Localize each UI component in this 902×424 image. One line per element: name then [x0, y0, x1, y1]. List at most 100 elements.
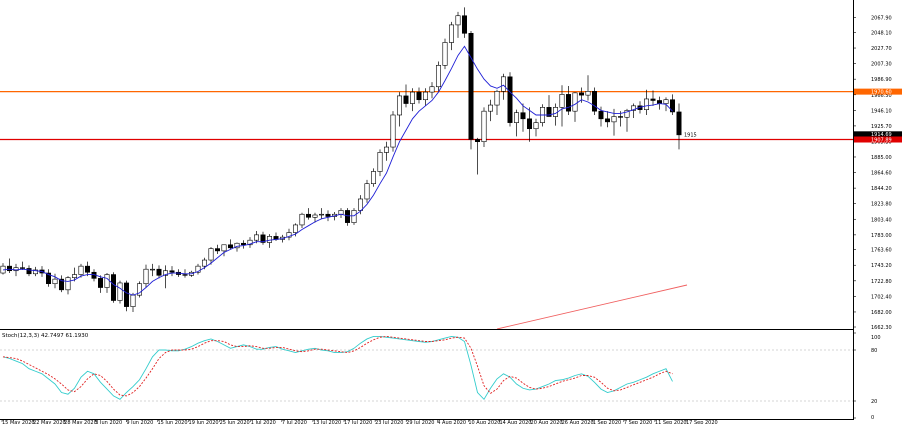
- candle: [565, 85, 571, 115]
- bear-candle-body: [403, 95, 409, 104]
- bear-candle-body: [617, 116, 623, 118]
- stochastic-tick-label: 0: [871, 415, 874, 421]
- time-tick-label: 7 Jul 2020: [282, 420, 307, 424]
- candle: [241, 240, 247, 249]
- price-tick-label: 1722.80: [871, 279, 892, 285]
- candle: [266, 234, 272, 248]
- bull-candle-body: [130, 294, 136, 307]
- candle: [520, 103, 526, 132]
- time-tick-label: 14 Aug 2020: [499, 420, 531, 424]
- bull-candle-body: [429, 86, 435, 93]
- candle: [546, 95, 552, 117]
- bull-candle-body: [72, 274, 78, 278]
- bear-candle-body: [565, 94, 571, 112]
- candle: [156, 265, 162, 279]
- candle: [52, 273, 58, 289]
- bull-candle-body: [487, 104, 493, 112]
- candle: [390, 111, 396, 152]
- time-tick-label: 22 May 2020: [33, 420, 66, 424]
- candle: [7, 258, 13, 274]
- price-tick-label: 1986.90: [871, 77, 892, 83]
- bear-candle-body: [241, 242, 247, 246]
- bear-candle-body: [526, 118, 532, 130]
- moving-average-layer: [2, 45, 673, 296]
- candle: [195, 263, 201, 275]
- bull-candle-body: [435, 65, 441, 88]
- time-tick-label: 25 Jun 2020: [220, 420, 250, 424]
- candle: [169, 266, 175, 277]
- bull-candle-body: [357, 198, 363, 211]
- candle: [377, 149, 383, 177]
- stochastic-levels: [0, 349, 853, 402]
- bull-candle-body: [351, 210, 357, 223]
- bull-candle-body: [611, 116, 617, 123]
- time-tick-label: 19 Jun 2020: [189, 420, 219, 424]
- bull-candle-body: [448, 24, 454, 43]
- candle: [299, 212, 305, 228]
- current-price-label: 1914.69: [871, 132, 892, 138]
- bear-candle-body: [58, 278, 64, 291]
- candle: [624, 108, 630, 132]
- bull-candle-body: [364, 183, 370, 200]
- time-tick-label: 4 Aug 2020: [437, 420, 466, 424]
- bull-candle-body: [286, 232, 292, 238]
- support-price-label: 1907.89: [871, 137, 892, 143]
- bear-candle-body: [228, 244, 234, 249]
- price-tick-label: 1966.50: [871, 93, 892, 99]
- candle: [344, 208, 350, 226]
- time-tick-label: 17 Jul 2020: [344, 420, 372, 424]
- bear-candle-body: [650, 98, 656, 101]
- price-tick-label: 2027.70: [871, 46, 892, 52]
- stochastic-tick-label: 20: [871, 399, 877, 405]
- bull-candle-body: [221, 244, 227, 252]
- moving-average-line: [2, 45, 673, 296]
- candle: [481, 107, 487, 148]
- bull-candle-body: [299, 213, 305, 226]
- candle: [351, 208, 357, 225]
- time-tick-label: 1 Jul 2020: [251, 420, 276, 424]
- bull-candle-body: [572, 92, 578, 112]
- stochastic-line: [2, 335, 673, 401]
- candle: [396, 92, 402, 127]
- bear-candle-body: [169, 270, 175, 273]
- bull-candle-body: [383, 146, 389, 153]
- candle: [572, 92, 578, 122]
- bear-candle-body: [656, 100, 662, 104]
- price-axis: 2067.90 2048.10 2027.70 2007.30 1986.90 1966.…: [853, 0, 902, 420]
- bull-candle-body: [13, 267, 19, 272]
- bull-candle-body: [117, 282, 123, 301]
- candle: [111, 272, 117, 303]
- bull-candle-body: [137, 283, 143, 296]
- time-tick-label: 3 Jun 2020: [95, 420, 122, 424]
- bull-candle-body: [234, 242, 240, 249]
- bear-candle-body: [325, 213, 331, 217]
- candle: [507, 72, 513, 127]
- candle: [500, 73, 506, 100]
- candle: [526, 107, 532, 142]
- candle: [403, 84, 409, 108]
- stochastic-tick-label: 80: [871, 348, 877, 354]
- candle: [32, 266, 38, 277]
- bull-candle-body: [292, 224, 298, 233]
- time-tick-label: 1 Sep 2020: [593, 420, 622, 424]
- candle: [487, 99, 493, 122]
- main-price-panel[interactable]: 1915: [0, 7, 853, 330]
- price-tick-label: 1864.60: [871, 171, 892, 177]
- bull-candle-body: [208, 248, 214, 261]
- price-tick-label: 1763.60: [871, 248, 892, 254]
- candle: [58, 275, 64, 293]
- stochastic-panel[interactable]: Stoch(12,3,3) 42.7497 61.1930 100 80 20 0: [0, 332, 881, 421]
- bull-candle-body: [65, 277, 71, 291]
- bear-candle-body: [7, 265, 13, 272]
- bull-candle-body: [663, 99, 669, 104]
- candle: [72, 267, 78, 282]
- candle: [19, 261, 25, 270]
- candle: [215, 244, 221, 254]
- candles-layer: [0, 7, 682, 312]
- bear-candle-body: [598, 110, 604, 120]
- candle: [338, 208, 344, 219]
- price-tick-label: 1743.20: [871, 263, 892, 269]
- bear-candle-body: [344, 210, 350, 223]
- price-tick-label: 1783.00: [871, 233, 892, 239]
